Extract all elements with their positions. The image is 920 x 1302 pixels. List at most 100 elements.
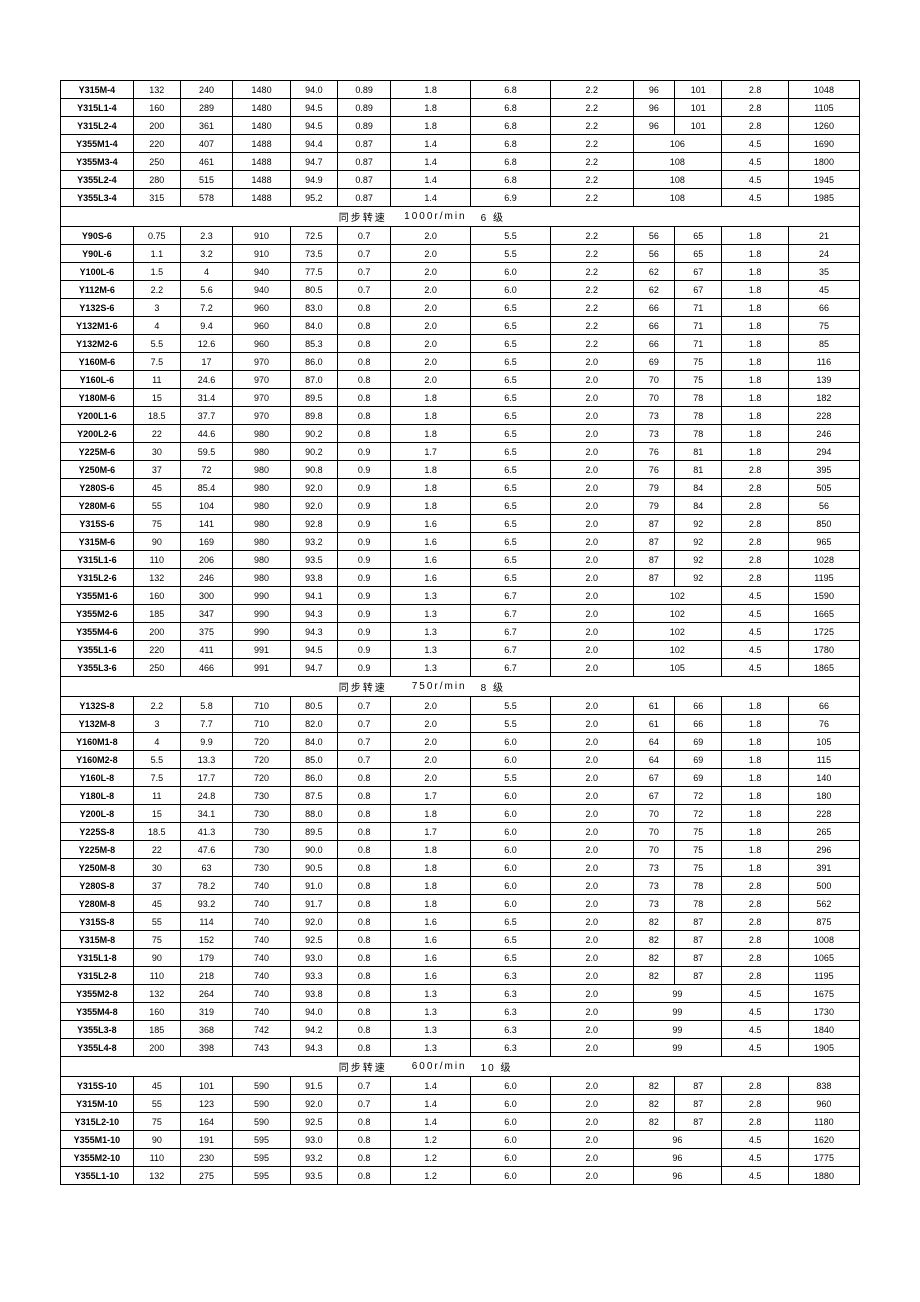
data-cell: 30	[133, 859, 180, 877]
data-cell: 1.3	[391, 1039, 471, 1057]
data-cell: 4.5	[722, 1039, 789, 1057]
data-cell: 1945	[788, 171, 859, 189]
data-cell: 132	[133, 985, 180, 1003]
data-cell: 1488	[233, 135, 291, 153]
model-cell: Y132M-8	[61, 715, 134, 733]
data-cell: 0.87	[337, 153, 390, 171]
data-cell: 37.7	[180, 407, 232, 425]
data-cell: 94.7	[290, 659, 337, 677]
data-cell: 0.9	[337, 623, 390, 641]
model-cell: Y200L-8	[61, 805, 134, 823]
data-cell: 65	[675, 245, 722, 263]
data-cell: 93.2	[290, 1149, 337, 1167]
data-cell: 1.8	[391, 461, 471, 479]
data-cell: 730	[233, 787, 291, 805]
data-cell: 96	[633, 99, 675, 117]
data-cell: 92.5	[290, 1113, 337, 1131]
data-cell: 1.8	[391, 841, 471, 859]
data-cell: 250	[133, 153, 180, 171]
data-cell: 99	[633, 985, 722, 1003]
data-cell: 720	[233, 769, 291, 787]
data-cell: 2.0	[551, 1077, 634, 1095]
data-cell: 980	[233, 497, 291, 515]
data-cell: 90	[133, 949, 180, 967]
data-cell: 1.4	[391, 1077, 471, 1095]
data-cell: 294	[788, 443, 859, 461]
data-cell: 6.7	[471, 605, 551, 623]
data-cell: 2.0	[551, 1167, 634, 1185]
data-cell: 730	[233, 859, 291, 877]
data-cell: 1.3	[391, 605, 471, 623]
data-cell: 2.0	[551, 569, 634, 587]
table-row: Y132S-637.296083.00.82.06.52.266711.866	[61, 299, 860, 317]
data-cell: 1.8	[722, 389, 789, 407]
data-cell: 1195	[788, 569, 859, 587]
data-cell: 0.7	[337, 1077, 390, 1095]
data-cell: 4.5	[722, 189, 789, 207]
data-cell: 2.8	[722, 515, 789, 533]
data-cell: 18.5	[133, 823, 180, 841]
data-cell: 56	[788, 497, 859, 515]
data-cell: 991	[233, 659, 291, 677]
data-cell: 141	[180, 515, 232, 533]
data-cell: 2.0	[551, 751, 634, 769]
data-cell: 92.8	[290, 515, 337, 533]
table-row: Y355M1-616030099094.10.91.36.72.01024.51…	[61, 587, 860, 605]
data-cell: 3.2	[180, 245, 232, 263]
data-cell: 1.4	[391, 135, 471, 153]
data-cell: 6.8	[471, 81, 551, 99]
data-cell: 2.8	[722, 931, 789, 949]
data-cell: 87	[675, 949, 722, 967]
model-cell: Y280M-6	[61, 497, 134, 515]
data-cell: 82	[633, 1095, 675, 1113]
section-speed: 750r/min	[391, 677, 471, 697]
data-cell: 24.8	[180, 787, 232, 805]
data-cell: 1.8	[722, 407, 789, 425]
data-cell: 0.7	[337, 733, 390, 751]
data-cell: 73	[633, 407, 675, 425]
data-cell: 0.9	[337, 587, 390, 605]
table-row: Y200L1-618.537.797089.80.81.86.52.073781…	[61, 407, 860, 425]
data-cell: 0.75	[133, 227, 180, 245]
data-cell: 69	[675, 751, 722, 769]
model-cell: Y160M1-8	[61, 733, 134, 751]
data-cell: 220	[133, 641, 180, 659]
data-cell: 466	[180, 659, 232, 677]
table-row: Y315L2-613224698093.80.91.66.52.087922.8…	[61, 569, 860, 587]
section-spacer	[551, 677, 860, 697]
data-cell: 94.2	[290, 1021, 337, 1039]
data-cell: 92.0	[290, 497, 337, 515]
data-cell: 319	[180, 1003, 232, 1021]
data-cell: 66	[675, 715, 722, 733]
data-cell: 0.89	[337, 99, 390, 117]
model-cell: Y355M2-10	[61, 1149, 134, 1167]
data-cell: 6.3	[471, 985, 551, 1003]
data-cell: 0.8	[337, 335, 390, 353]
data-cell: 182	[788, 389, 859, 407]
data-cell: 0.8	[337, 1167, 390, 1185]
data-cell: 1260	[788, 117, 859, 135]
data-cell: 4.5	[722, 1003, 789, 1021]
data-cell: 740	[233, 931, 291, 949]
data-cell: 720	[233, 733, 291, 751]
data-cell: 6.5	[471, 371, 551, 389]
data-cell: 1480	[233, 99, 291, 117]
data-cell: 1488	[233, 153, 291, 171]
data-cell: 94.4	[290, 135, 337, 153]
data-cell: 960	[233, 335, 291, 353]
data-cell: 1590	[788, 587, 859, 605]
data-cell: 93.5	[290, 551, 337, 569]
data-cell: 2.0	[551, 533, 634, 551]
data-cell: 1.8	[722, 841, 789, 859]
model-cell: Y315L2-4	[61, 117, 134, 135]
data-cell: 75	[675, 353, 722, 371]
data-cell: 1.8	[391, 877, 471, 895]
table-row: Y200L-81534.173088.00.81.86.02.070721.82…	[61, 805, 860, 823]
data-cell: 1.3	[391, 659, 471, 677]
data-cell: 5.5	[471, 715, 551, 733]
data-cell: 11	[133, 787, 180, 805]
data-cell: 99	[633, 1039, 722, 1057]
section-spacer	[551, 207, 860, 227]
table-row: Y280S-83778.274091.00.81.86.02.073782.85…	[61, 877, 860, 895]
data-cell: 139	[788, 371, 859, 389]
